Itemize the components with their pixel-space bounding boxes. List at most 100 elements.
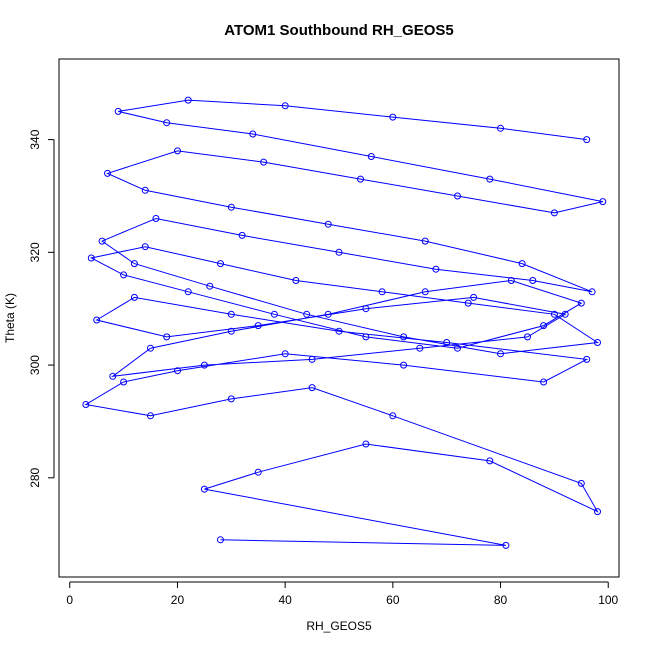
data-point — [362, 305, 370, 313]
data-point — [114, 107, 122, 115]
data-point — [486, 457, 494, 465]
data-point — [174, 147, 181, 155]
axis-layer: 0 20 40 60 80 100 280 300 320 340 — [28, 58, 620, 607]
data-point — [389, 412, 397, 420]
data-point — [184, 288, 192, 296]
data-point — [227, 310, 235, 318]
x-tick-label: 100 — [598, 593, 618, 607]
data-point — [200, 485, 208, 493]
data-point — [249, 130, 257, 138]
x-tick-label: 60 — [386, 593, 400, 607]
data-point — [502, 541, 510, 549]
data-point — [217, 536, 224, 544]
data-point — [599, 198, 607, 206]
data-point — [518, 260, 526, 268]
data-point — [260, 158, 268, 166]
data-point — [577, 479, 585, 487]
y-tick-label: 300 — [28, 355, 42, 375]
data-point — [281, 350, 289, 358]
data-point — [270, 310, 278, 318]
data-point — [524, 333, 531, 341]
x-axis-label: RH_GEOS5 — [306, 619, 372, 633]
x-tick-label: 20 — [171, 593, 185, 607]
data-point — [217, 260, 224, 268]
data-point — [174, 367, 181, 375]
data-point — [588, 288, 596, 296]
data-point — [378, 288, 386, 296]
data-point — [227, 395, 235, 403]
data-point — [486, 175, 494, 183]
data-point — [470, 293, 478, 301]
plot-layer — [82, 96, 607, 549]
data-point — [540, 322, 548, 330]
data-point — [362, 333, 370, 341]
y-tick-label: 320 — [28, 242, 42, 262]
data-point — [93, 316, 101, 324]
data-point — [561, 310, 569, 318]
data-point — [443, 339, 451, 346]
data-point — [497, 124, 504, 132]
data-point — [577, 299, 585, 307]
data-point — [421, 288, 429, 296]
data-point — [454, 192, 461, 200]
data-point — [152, 215, 160, 222]
data-point — [163, 333, 171, 341]
data-point — [507, 277, 515, 284]
data-point — [227, 327, 235, 335]
data-point — [227, 203, 235, 211]
data-point — [303, 310, 311, 318]
data-point — [594, 508, 601, 516]
data-point — [529, 277, 537, 284]
y-axis-label: Theta (K) — [3, 293, 17, 343]
data-point — [109, 372, 117, 380]
data-point — [540, 378, 548, 386]
data-point — [583, 136, 591, 144]
data-point — [292, 277, 300, 284]
x-tick-label: 40 — [278, 593, 292, 607]
data-point — [335, 248, 343, 256]
data-point — [238, 231, 246, 239]
data-point — [416, 344, 424, 352]
data-point — [120, 271, 128, 279]
data-point — [308, 384, 316, 392]
data-point — [281, 102, 289, 110]
data-point — [147, 344, 154, 352]
data-point — [141, 186, 149, 194]
data-point — [454, 344, 461, 352]
data-point — [400, 361, 408, 369]
x-tick-label: 0 — [66, 593, 73, 607]
data-point — [550, 209, 558, 217]
data-point — [324, 220, 332, 228]
data-point — [254, 468, 262, 476]
data-point — [82, 401, 90, 408]
data-point — [324, 310, 332, 318]
data-point — [254, 322, 262, 330]
data-point — [400, 333, 408, 341]
data-point — [550, 310, 558, 318]
plot-frame — [58, 58, 620, 578]
data-point — [389, 113, 397, 121]
x-tick-label: 80 — [494, 593, 508, 607]
series-line — [84, 99, 603, 546]
data-point — [130, 260, 138, 268]
data-point — [357, 175, 364, 183]
data-point — [141, 243, 149, 251]
data-point — [184, 96, 192, 104]
data-point — [104, 169, 111, 177]
data-point — [583, 355, 591, 363]
data-point — [87, 254, 95, 262]
data-point — [594, 339, 601, 346]
data-point — [367, 153, 375, 160]
data-point — [98, 237, 106, 245]
data-point — [497, 350, 504, 358]
data-point — [206, 282, 214, 290]
data-point — [432, 265, 440, 273]
data-point — [120, 378, 128, 386]
data-point — [464, 299, 472, 307]
data-point — [163, 119, 171, 127]
data-point — [130, 293, 138, 301]
y-tick-label: 280 — [28, 467, 42, 487]
data-point — [421, 237, 429, 245]
